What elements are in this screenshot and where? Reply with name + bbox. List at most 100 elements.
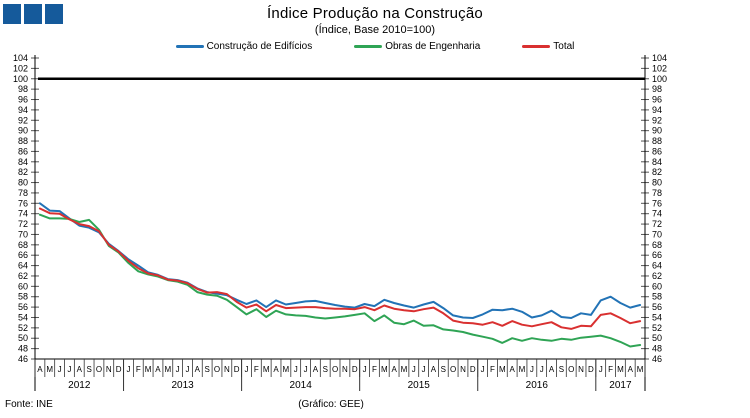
series-line-total: [38, 207, 642, 330]
footer-source: Fonte: INE: [5, 399, 53, 410]
month-label: O: [214, 365, 220, 374]
y-axis-label-right: 92: [652, 115, 662, 125]
year-label: 2017: [609, 380, 632, 391]
month-label: S: [86, 365, 91, 374]
y-axis-label-left: 100: [13, 74, 28, 84]
month-label: A: [391, 365, 397, 374]
month-label: F: [372, 365, 377, 374]
month-label: M: [263, 365, 270, 374]
month-label: J: [245, 365, 249, 374]
month-label: O: [450, 365, 456, 374]
legend-item: Total: [522, 41, 574, 52]
month-label: J: [422, 365, 426, 374]
legend-item: Construção de Edifícios: [175, 41, 313, 52]
month-label: F: [254, 365, 259, 374]
month-label: A: [510, 365, 516, 374]
month-label: F: [490, 365, 495, 374]
month-label: D: [234, 365, 240, 374]
y-axis-label-left: 78: [18, 188, 28, 198]
month-label: J: [481, 365, 485, 374]
legend-label: Total: [553, 41, 575, 52]
month-label: O: [568, 365, 574, 374]
logo-square: [3, 4, 21, 24]
month-label: M: [164, 365, 171, 374]
month-label: N: [578, 365, 584, 374]
y-axis-label-left: 46: [18, 354, 28, 364]
year-label: 2015: [408, 380, 431, 391]
y-axis-label-left: 84: [18, 157, 28, 167]
legend-line-icon: [354, 45, 383, 48]
month-label: D: [470, 365, 476, 374]
y-axis-label-right: 60: [652, 281, 662, 291]
month-label: A: [77, 365, 83, 374]
y-axis-label-right: 74: [652, 209, 662, 219]
y-axis-label-left: 64: [18, 261, 28, 271]
month-label: D: [352, 365, 358, 374]
y-axis-label-right: 102: [652, 63, 667, 73]
legend-line-icon: [522, 45, 551, 48]
y-axis-label-right: 86: [652, 146, 662, 156]
month-label: J: [126, 365, 130, 374]
month-label: S: [559, 365, 564, 374]
y-axis-label-right: 94: [652, 105, 662, 115]
y-axis-label-right: 98: [652, 84, 662, 94]
y-axis-label-left: 56: [18, 302, 28, 312]
y-axis-label-left: 68: [18, 240, 28, 250]
y-axis-label-right: 62: [652, 271, 662, 281]
month-label: J: [294, 365, 298, 374]
month-label: A: [313, 365, 319, 374]
month-label: J: [363, 365, 367, 374]
y-axis-label-left: 88: [18, 136, 28, 146]
legend-item: Obras de Engenharia: [354, 41, 480, 52]
month-label: A: [549, 365, 555, 374]
month-label: N: [224, 365, 230, 374]
month-label: M: [46, 365, 53, 374]
month-label: A: [195, 365, 201, 374]
y-axis-label-right: 64: [652, 261, 662, 271]
month-label: S: [441, 365, 446, 374]
year-label: 2014: [290, 380, 313, 391]
month-label: J: [304, 365, 308, 374]
legend-label: Construção de Edifícios: [206, 41, 313, 52]
y-axis-label-right: 56: [652, 302, 662, 312]
month-label: O: [96, 365, 102, 374]
y-axis-label-left: 70: [18, 229, 28, 239]
series-line-edificios: [38, 202, 642, 319]
month-label: F: [608, 365, 613, 374]
month-label: J: [599, 365, 603, 374]
month-label: S: [205, 365, 210, 374]
month-label: N: [460, 365, 466, 374]
month-label: M: [519, 365, 526, 374]
y-axis-label-right: 58: [652, 292, 662, 302]
y-axis-label-left: 52: [18, 323, 28, 333]
month-label: A: [155, 365, 161, 374]
y-axis-label-right: 66: [652, 250, 662, 260]
y-axis-label-left: 90: [18, 126, 28, 136]
y-axis-label-right: 78: [652, 188, 662, 198]
y-axis-label-left: 72: [18, 219, 28, 229]
y-axis-label-left: 66: [18, 250, 28, 260]
y-axis-label-left: 62: [18, 271, 28, 281]
y-axis-label-left: 80: [18, 178, 28, 188]
series-line-engenharia: [38, 213, 642, 348]
month-label: N: [106, 365, 112, 374]
chart-legend: Construção de Edifícios Obras de Engenhar…: [0, 41, 750, 52]
month-label: D: [116, 365, 122, 374]
month-label: A: [273, 365, 279, 374]
y-axis-label-right: 50: [652, 333, 662, 343]
y-axis-label-left: 48: [18, 344, 28, 354]
y-axis-label-right: 54: [652, 312, 662, 322]
y-axis-label-right: 80: [652, 178, 662, 188]
month-label: J: [67, 365, 71, 374]
month-label: M: [381, 365, 388, 374]
month-label: J: [176, 365, 180, 374]
month-label: M: [637, 365, 644, 374]
month-label: M: [617, 365, 624, 374]
month-label: F: [136, 365, 141, 374]
y-axis-label-right: 46: [652, 354, 662, 364]
y-axis-label-left: 76: [18, 198, 28, 208]
y-axis-label-left: 102: [13, 63, 28, 73]
y-axis-label-left: 54: [18, 312, 28, 322]
month-label: A: [37, 365, 43, 374]
